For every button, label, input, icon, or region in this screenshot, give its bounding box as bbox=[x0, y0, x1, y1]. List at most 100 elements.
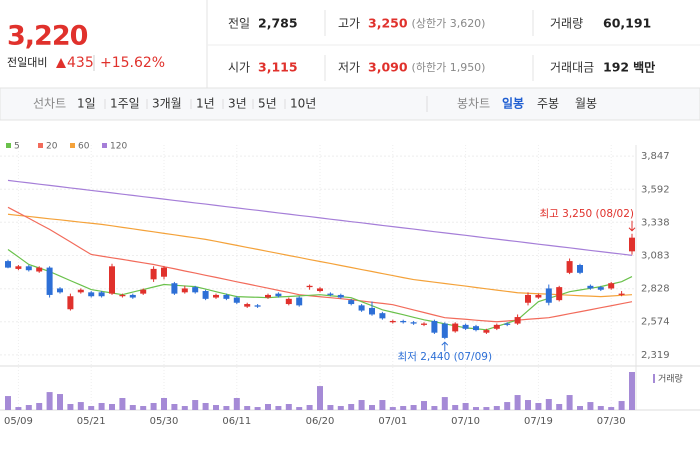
candle-body bbox=[15, 266, 22, 269]
x-tick-label: 06/20 bbox=[306, 416, 335, 427]
candle-body bbox=[161, 267, 167, 277]
candle-body bbox=[265, 294, 271, 298]
stat-label: 전일 bbox=[228, 17, 250, 31]
up-triangle bbox=[56, 58, 66, 68]
volume-bar bbox=[150, 402, 157, 410]
x-tick-label: 05/30 bbox=[150, 416, 179, 427]
current-price: 3,220 bbox=[7, 21, 88, 52]
candle-body bbox=[514, 317, 521, 324]
period-button[interactable]: 1주일 bbox=[110, 97, 140, 111]
stat-note: (하한가 1,950) bbox=[412, 60, 486, 74]
candle-body bbox=[348, 300, 355, 305]
period-button[interactable]: 3개월 bbox=[152, 97, 182, 111]
volume-bar bbox=[618, 401, 625, 410]
candle-body bbox=[306, 285, 313, 288]
volume-bar bbox=[556, 404, 563, 410]
volume-legend-swatch bbox=[653, 374, 655, 383]
volume-bar bbox=[369, 405, 375, 410]
volume-bar bbox=[296, 407, 303, 410]
candle-body bbox=[77, 289, 84, 293]
y-tick-label: 2,319 bbox=[641, 350, 670, 361]
volume-bar bbox=[587, 402, 594, 410]
candle-body bbox=[327, 293, 334, 295]
volume-bar bbox=[462, 402, 469, 410]
volume-bar bbox=[244, 406, 251, 410]
volume-bar bbox=[493, 406, 500, 410]
candle-body bbox=[171, 283, 178, 294]
y-tick-label: 2,574 bbox=[641, 317, 670, 328]
period-button[interactable]: 10년 bbox=[290, 97, 316, 111]
stat-value: 3,115 bbox=[258, 60, 298, 75]
candle-body bbox=[275, 293, 282, 297]
volume-bar bbox=[473, 407, 479, 410]
candle-body bbox=[389, 320, 396, 323]
candle-body bbox=[358, 305, 365, 311]
volume-bar bbox=[254, 407, 261, 410]
candle-body bbox=[150, 268, 157, 280]
toolbar-label: 선차트 bbox=[33, 97, 66, 111]
candle-body bbox=[25, 266, 32, 271]
candle-body bbox=[109, 266, 115, 294]
legend-swatch bbox=[70, 143, 75, 148]
volume-bar bbox=[15, 407, 22, 410]
volume-bar bbox=[233, 398, 240, 410]
volume-bar bbox=[348, 404, 355, 410]
change-percent: +15.62% bbox=[100, 55, 165, 71]
candle-period-button[interactable]: 월봉 bbox=[575, 97, 597, 111]
candle-body bbox=[213, 294, 219, 298]
x-tick-label: 05/21 bbox=[77, 416, 106, 427]
candle-body bbox=[431, 320, 438, 333]
toolbar-label: 봉차트 bbox=[457, 97, 490, 111]
candle-body bbox=[202, 291, 209, 299]
candle-body bbox=[483, 330, 490, 333]
period-button[interactable]: 5년 bbox=[258, 97, 277, 111]
candle-body bbox=[98, 292, 105, 297]
moving-average-line bbox=[7, 179, 633, 256]
candle-body bbox=[317, 288, 323, 292]
stat-unit: 백만 bbox=[633, 60, 655, 75]
volume-bar bbox=[608, 407, 615, 410]
volume-bar bbox=[171, 404, 178, 410]
volume-bar bbox=[577, 406, 583, 410]
volume-bar bbox=[337, 406, 344, 410]
candle-body bbox=[525, 294, 531, 303]
candle-body bbox=[493, 324, 500, 329]
volume-bar bbox=[327, 405, 334, 410]
x-tick-label: 07/30 bbox=[597, 416, 626, 427]
candle-period-button[interactable]: 주봉 bbox=[537, 97, 559, 111]
period-button[interactable]: 3년 bbox=[228, 97, 247, 111]
candle-body bbox=[400, 320, 407, 323]
stat-label: 저가 bbox=[338, 61, 360, 75]
candle-body bbox=[504, 323, 511, 325]
change-value: 435 bbox=[67, 55, 94, 71]
volume-bar bbox=[514, 395, 521, 410]
volume-legend: 거래량 bbox=[658, 373, 683, 385]
candle-body bbox=[140, 289, 147, 294]
volume-bar bbox=[629, 372, 635, 410]
high-annotation: 최고 3,250 (08/02) bbox=[539, 208, 634, 220]
volume-bar bbox=[379, 400, 386, 410]
volume-bar bbox=[213, 405, 219, 410]
volume-bar bbox=[306, 405, 313, 410]
period-button[interactable]: 1일 bbox=[77, 97, 96, 111]
volume-bar bbox=[109, 404, 115, 410]
stat-value: 192 bbox=[603, 60, 629, 75]
candle-body bbox=[181, 288, 188, 293]
volume-bar bbox=[389, 407, 396, 410]
volume-bar bbox=[140, 406, 147, 410]
candle-period-button[interactable]: 일봉 bbox=[502, 97, 524, 111]
x-tick-label: 06/11 bbox=[222, 416, 251, 427]
volume-bar bbox=[119, 398, 126, 410]
candle-body bbox=[5, 261, 11, 268]
legend-swatch bbox=[102, 143, 107, 148]
stat-label: 시가 bbox=[228, 61, 250, 75]
volume-bar bbox=[98, 402, 105, 410]
volume-bar bbox=[566, 395, 573, 410]
candle-body bbox=[421, 323, 427, 325]
period-button[interactable]: 1년 bbox=[196, 97, 215, 111]
toolbar bbox=[0, 87, 700, 121]
legend-label: 120 bbox=[110, 142, 127, 152]
candle-body bbox=[587, 285, 594, 289]
stat-label: 고가 bbox=[338, 17, 360, 31]
